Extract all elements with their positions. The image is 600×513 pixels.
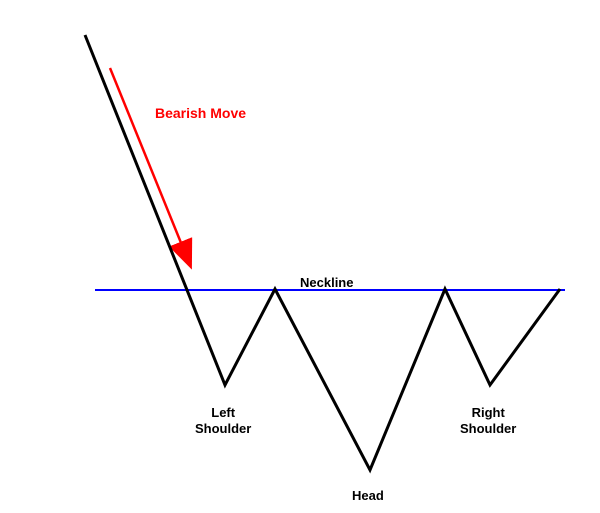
right-shoulder-line1: Right (472, 405, 505, 420)
right-shoulder-label: Right Shoulder (460, 405, 516, 436)
chart-pattern-diagram: Bearish Move Neckline Left Shoulder Head… (0, 0, 600, 513)
right-shoulder-line2: Shoulder (460, 421, 516, 436)
head-label: Head (352, 488, 384, 504)
bearish-move-label: Bearish Move (155, 105, 246, 122)
left-shoulder-label: Left Shoulder (195, 405, 251, 436)
bearish-arrow (110, 68, 190, 265)
left-shoulder-line1: Left (211, 405, 235, 420)
neckline-label: Neckline (300, 275, 353, 291)
left-shoulder-line2: Shoulder (195, 421, 251, 436)
